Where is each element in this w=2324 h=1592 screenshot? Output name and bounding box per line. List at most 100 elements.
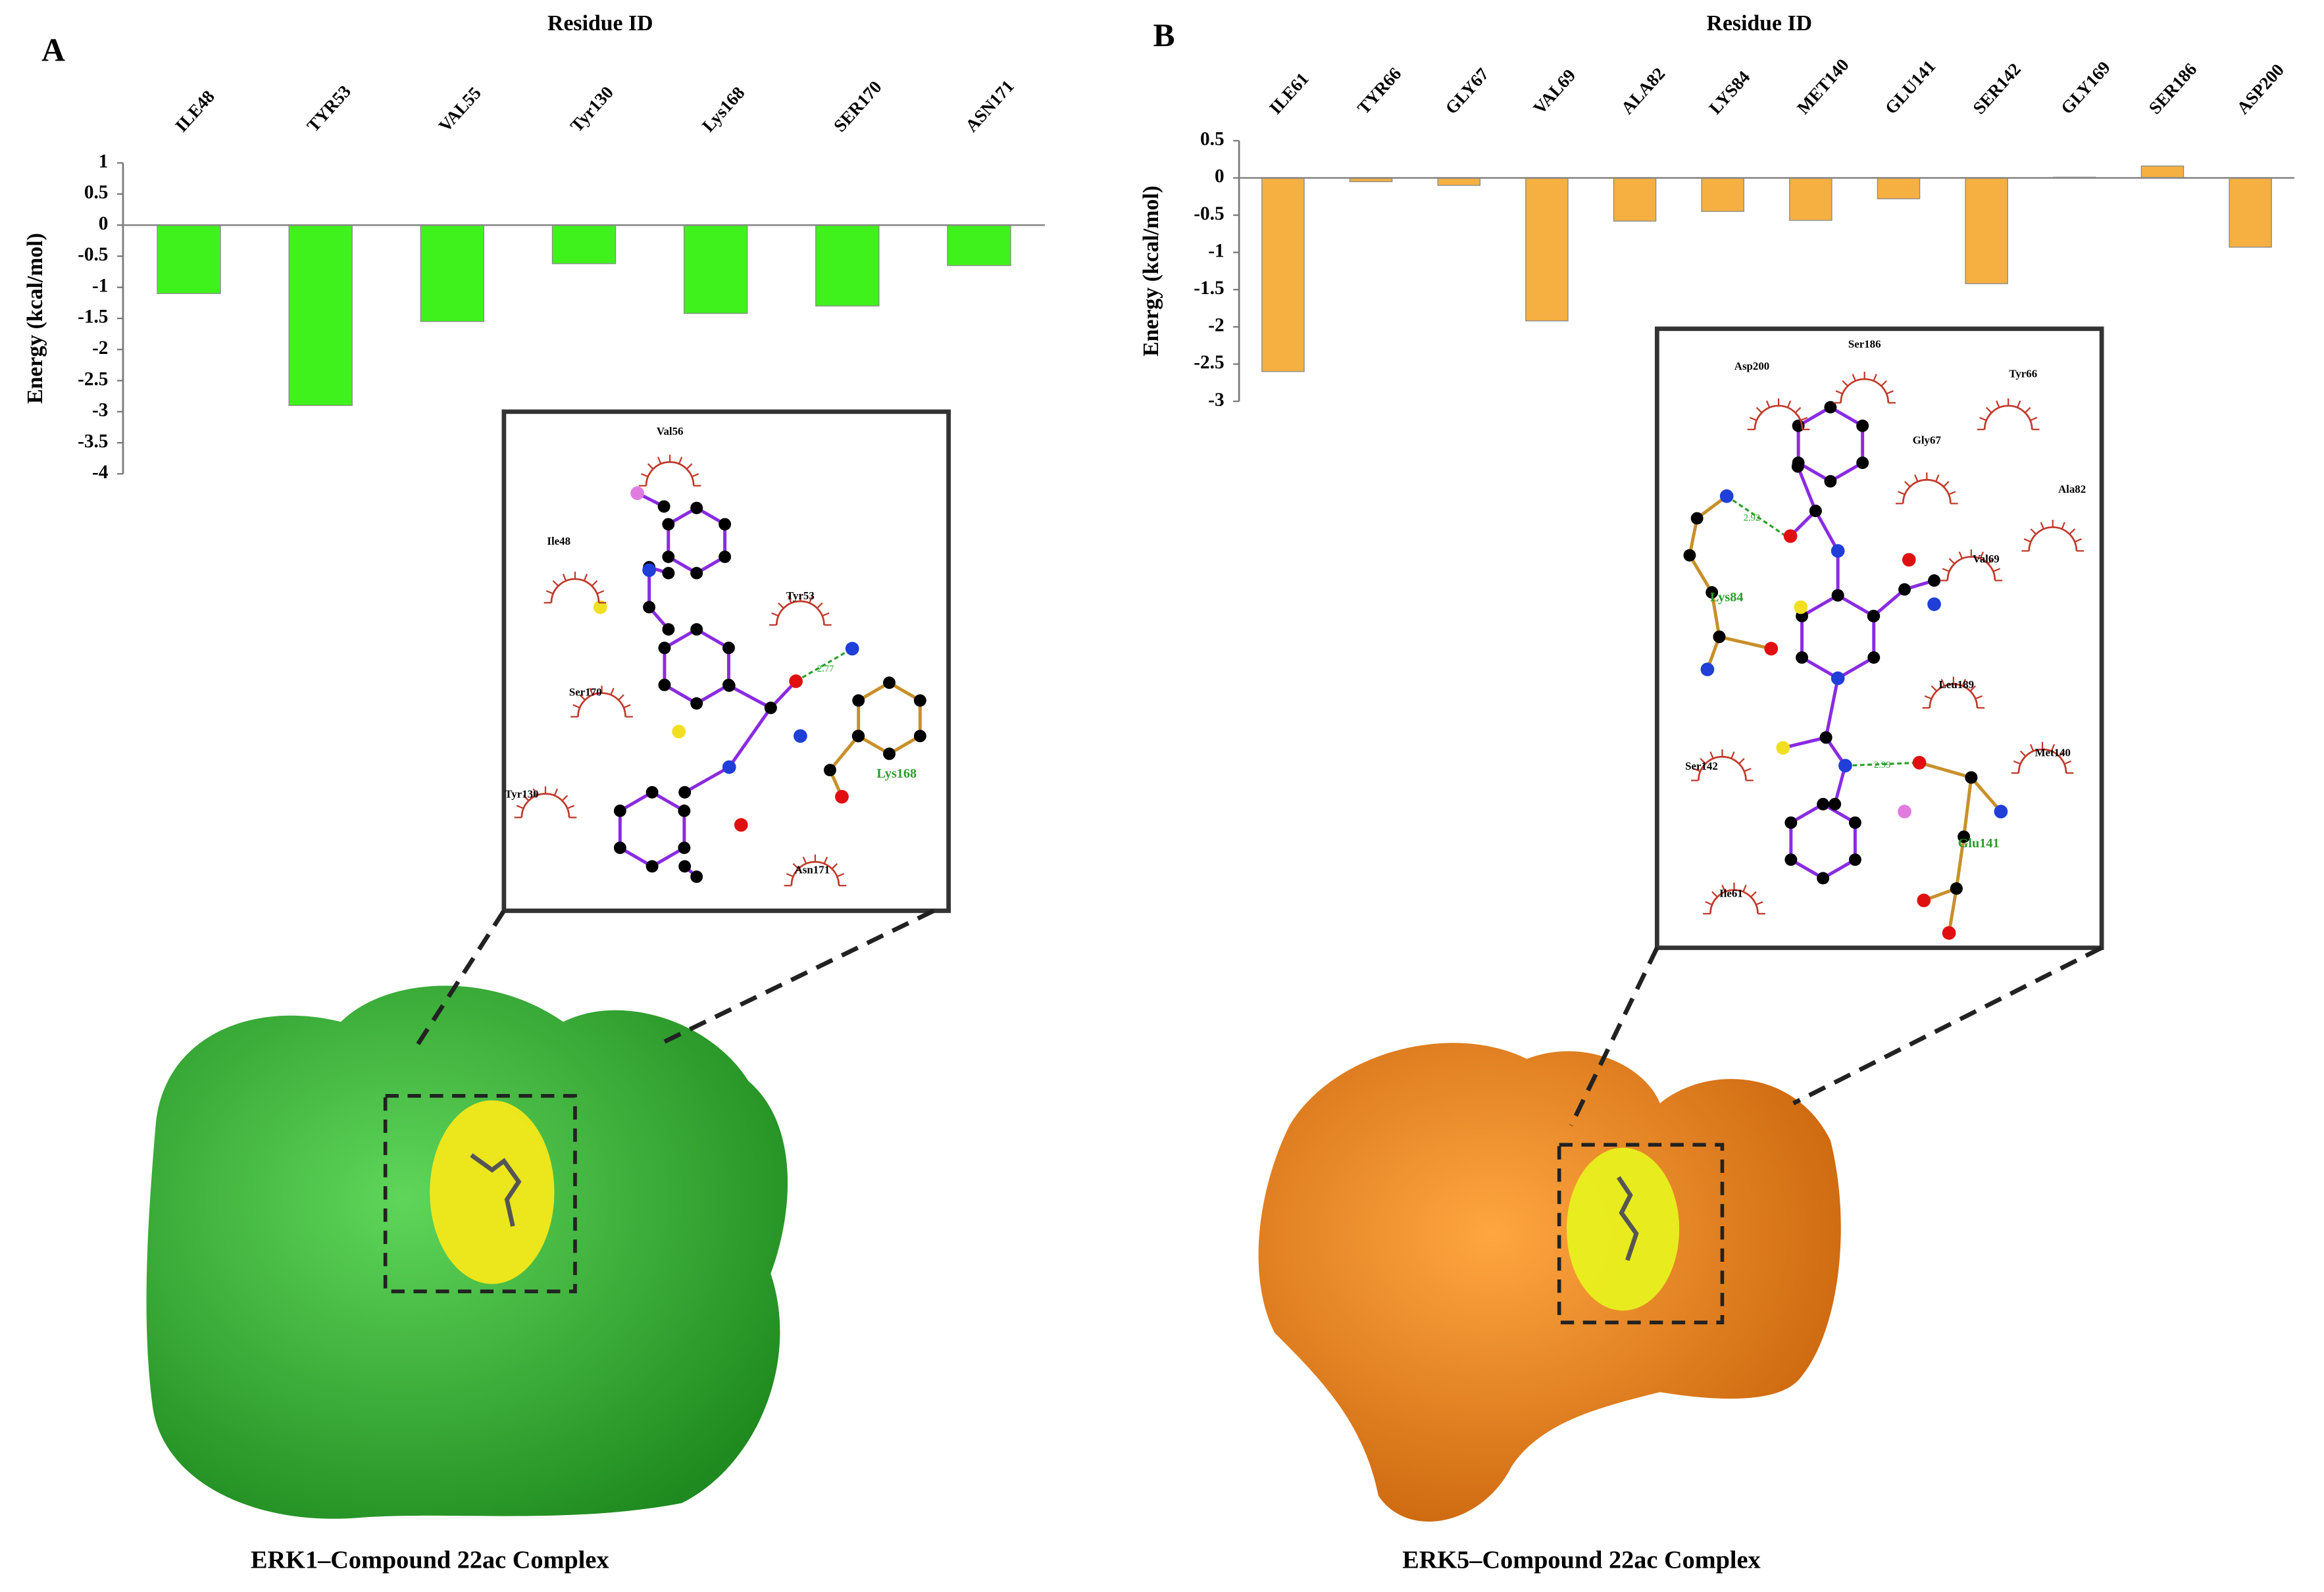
- hydrophobic-arc: [1946, 556, 1996, 581]
- y-axis-title: Energy (kcal/mol): [23, 233, 47, 404]
- hydrophobic-tick: [831, 862, 838, 870]
- residue-label: Met140: [2035, 747, 2071, 759]
- residue-label: Tyr130: [505, 788, 538, 801]
- atom: [645, 860, 659, 873]
- hydrophobic-tick: [809, 595, 813, 604]
- hydrophobic-tick: [1711, 891, 1718, 898]
- hydrophobic-tick: [572, 704, 580, 709]
- x-tick-label: VAL55: [435, 83, 485, 136]
- atom: [690, 501, 703, 514]
- x-tick-label: ALA82: [1617, 64, 1669, 118]
- hydrophobic-tick: [1721, 884, 1726, 893]
- bar: [2140, 165, 2185, 179]
- y-tick-label: -1: [92, 275, 108, 296]
- atom: [1683, 549, 1696, 562]
- hydrophobic-arc: [1902, 479, 1952, 504]
- x-tick-label: ASP200: [2233, 60, 2288, 118]
- bond: [684, 765, 730, 794]
- hydrophobic-tick: [552, 580, 559, 587]
- bond: [1919, 760, 1972, 780]
- atom: [719, 550, 732, 563]
- hydrophobic-tick: [771, 612, 779, 617]
- hydrophobic-tick: [1800, 416, 1808, 422]
- residue-label: Ser186: [1848, 337, 1881, 350]
- hydrophobic-tick: [545, 590, 554, 595]
- atom: [764, 701, 777, 714]
- bar: [2229, 177, 2272, 248]
- bond: [1970, 776, 2002, 813]
- hydrophobic-tick: [1943, 481, 1950, 487]
- hydrophobic-tick: [1750, 891, 1757, 898]
- bond: [1814, 510, 1840, 552]
- hydrophobic-tick: [2016, 400, 2021, 408]
- atom: [1856, 457, 1869, 469]
- bond: [1836, 593, 1875, 618]
- atom: [1838, 759, 1852, 773]
- hydrophobic-tick: [1924, 695, 1932, 700]
- hydrophobic-tick: [802, 857, 807, 864]
- y-tick-label: -2.5: [1194, 352, 1224, 373]
- y-tick-label: -3: [92, 400, 108, 421]
- bar: [815, 224, 880, 307]
- atom: [657, 500, 670, 513]
- hydrophobic-tick: [589, 687, 594, 695]
- hydrophobic-tick: [1756, 901, 1763, 906]
- bar: [947, 224, 1011, 266]
- hydrophobic-tick: [647, 463, 654, 470]
- atom: [662, 566, 675, 580]
- x-tick-label: VAL69: [1529, 65, 1579, 118]
- y-tick-label: -1.5: [1194, 278, 1224, 299]
- y-tick-label: -2: [1208, 315, 1224, 336]
- bar: [1877, 177, 1921, 199]
- atom: [593, 600, 607, 614]
- zoom-box: [383, 1094, 577, 1293]
- hydrophobic-tick: [591, 580, 598, 587]
- hydrophobic-tick: [2019, 750, 2027, 757]
- hydrophobic-tick: [792, 862, 799, 870]
- hydrophobic-tick: [1738, 758, 1745, 764]
- hydrophobic-tick: [1852, 374, 1856, 382]
- x-tick-label: Lys168: [698, 83, 749, 136]
- hydrophobic-arc: [775, 600, 825, 625]
- hydrophobic-tick: [692, 473, 699, 478]
- y-tick-label: -1: [1208, 240, 1224, 261]
- bar: [1613, 177, 1657, 222]
- atom: [1898, 805, 1911, 818]
- bond: [1688, 554, 1713, 593]
- residue-label: Asp200: [1734, 360, 1769, 372]
- atom: [789, 674, 803, 688]
- bar: [1437, 177, 1481, 186]
- atom: [662, 550, 675, 563]
- bond: [1719, 635, 1772, 651]
- hydrophobic-tick: [686, 463, 693, 470]
- atom: [1791, 460, 1804, 473]
- bar: [1701, 177, 1744, 212]
- hydrophobic-tick: [641, 473, 649, 478]
- atom: [690, 870, 703, 883]
- hydrophobic-tick: [778, 602, 784, 609]
- y-tick-label: 0.5: [1200, 129, 1225, 150]
- x-tick-label: GLU141: [1881, 57, 1940, 118]
- atom: [613, 841, 626, 855]
- x-tick-label: LYS84: [1705, 67, 1754, 118]
- bond: [1872, 588, 1906, 618]
- atom: [1856, 419, 1869, 432]
- hydrophobic-arc: [645, 461, 695, 486]
- atom: [672, 724, 686, 739]
- hydrophobic-tick: [1904, 481, 1911, 487]
- hbond: [795, 647, 853, 682]
- hydrophobic-arc: [1929, 683, 1979, 709]
- x-axis-title: Residue ID: [1707, 11, 1812, 36]
- atom: [1829, 797, 1842, 810]
- hydrophobic-tick: [618, 694, 624, 701]
- residue-label: Gly67: [1913, 434, 1942, 447]
- zoom-line: [658, 908, 935, 1047]
- hydrophobic-tick: [1914, 474, 1919, 482]
- atom: [1713, 630, 1726, 643]
- hydrophobic-tick: [817, 602, 823, 609]
- atom: [1965, 771, 1978, 784]
- hydrophobic-tick: [1886, 390, 1894, 395]
- residue-label: Ser142: [1685, 760, 1718, 772]
- hydrophobic-tick: [2029, 744, 2034, 752]
